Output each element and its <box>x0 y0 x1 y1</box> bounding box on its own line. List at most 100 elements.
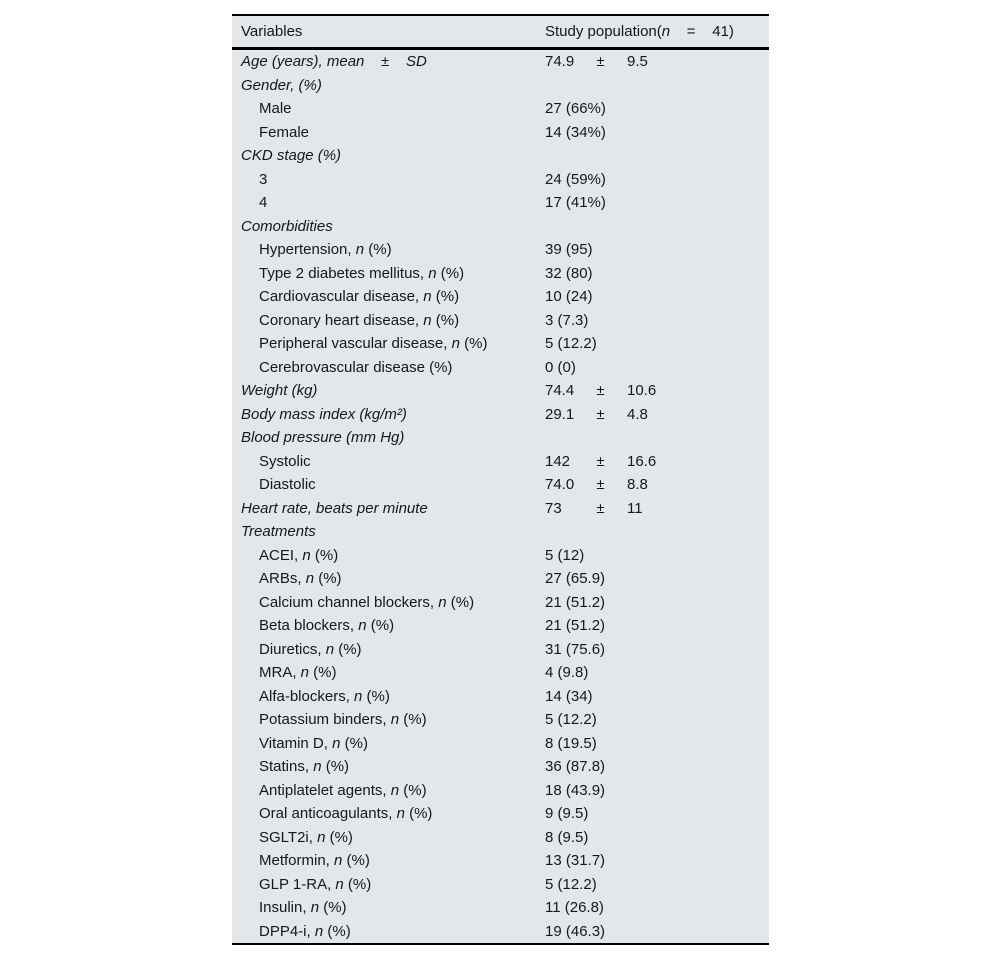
header-study-population: Study population(n = 41) <box>545 16 734 47</box>
row-label: Heart rate, beats per minute <box>241 499 428 517</box>
row-value: 21 (51.2) <box>545 617 606 635</box>
table-row: Oral anticoagulants, n (%) 9 (9.5) <box>232 802 769 826</box>
row-label: Statins, n (%) <box>259 758 350 776</box>
row-value: 5 (12.2) <box>545 875 597 893</box>
header-study-population-prefix: Study population( <box>545 23 662 40</box>
table-row: Female 14 (34%) <box>232 121 769 145</box>
value-mean: 73 <box>545 499 562 517</box>
row-label: Male <box>259 100 292 118</box>
table-row: SGLT2i, n (%) 8 (9.5) <box>232 826 769 850</box>
value-sd: 16.6 <box>627 452 657 470</box>
table-row: Beta blockers, n (%) 21 (51.2) <box>232 614 769 638</box>
row-value: 14 (34%) <box>545 123 606 141</box>
row-label: Cerebrovascular disease (%) <box>259 358 453 376</box>
row-value: 5 (12) <box>545 546 585 564</box>
plus-minus-sign: ± <box>596 382 605 400</box>
value-sd: 9.5 <box>627 53 648 71</box>
table-row: ARBs, n (%) 27 (65.9) <box>232 567 769 591</box>
value-sd: 11 <box>627 499 643 517</box>
plus-minus-sign: ± <box>596 499 605 517</box>
table-row: Age (years), mean ± SD 74.9 ±9.5 <box>232 50 769 74</box>
table-row: Body mass index (kg/m²) 29.1 ±4.8 <box>232 403 769 427</box>
plus-minus-sign: ± <box>596 476 605 494</box>
value-mean: 74.9 <box>545 53 575 71</box>
row-value: 0 (0) <box>545 358 576 376</box>
row-label: DPP4-i, n (%) <box>259 922 351 940</box>
row-label: Type 2 diabetes mellitus, n (%) <box>259 264 465 282</box>
row-label: Blood pressure (mm Hg) <box>241 429 405 447</box>
study-population-table: Variables Study population(n = 41) Age (… <box>232 14 769 945</box>
row-value: 4 (9.8) <box>545 664 589 682</box>
row-value: 74.0 ±8.8 <box>545 473 648 497</box>
row-label: Diastolic <box>259 476 316 494</box>
row-label: ARBs, n (%) <box>259 570 342 588</box>
value-sd: 8.8 <box>627 476 648 494</box>
row-value: 73 ±11 <box>545 497 643 521</box>
value-mean: 74.4 <box>545 382 575 400</box>
table-row: Cerebrovascular disease (%) 0 (0) <box>232 356 769 380</box>
row-label: Female <box>259 123 310 141</box>
table-row: Blood pressure (mm Hg) <box>232 426 769 450</box>
table-row: Heart rate, beats per minute 73 ±11 <box>232 497 769 521</box>
table-row: GLP 1-RA, n (%) 5 (12.2) <box>232 873 769 897</box>
value-mean: 142 <box>545 452 571 470</box>
row-value: 21 (51.2) <box>545 593 606 611</box>
table-row: ACEI, n (%) 5 (12) <box>232 544 769 568</box>
table-header-row: Variables Study population(n = 41) <box>232 16 769 50</box>
row-value: 9 (9.5) <box>545 805 589 823</box>
header-n-italic: n <box>661 23 671 40</box>
table-row: Comorbidities <box>232 215 769 239</box>
row-label: Calcium channel blockers, n (%) <box>259 593 475 611</box>
row-value: 11 (26.8) <box>545 899 604 917</box>
row-label: Insulin, n (%) <box>259 899 347 917</box>
row-label: Vitamin D, n (%) <box>259 734 368 752</box>
table-row: Male 27 (66%) <box>232 97 769 121</box>
table-row: 3 24 (59%) <box>232 168 769 192</box>
value-sd: 10.6 <box>627 382 657 400</box>
row-value: 32 (80) <box>545 264 593 282</box>
row-value: 8 (19.5) <box>545 734 597 752</box>
row-value: 18 (43.9) <box>545 781 606 799</box>
row-value: 17 (41%) <box>545 194 606 212</box>
row-value: 74.9 ±9.5 <box>545 50 648 74</box>
row-label: Antiplatelet agents, n (%) <box>259 781 427 799</box>
row-label: ACEI, n (%) <box>259 546 339 564</box>
table-row: Statins, n (%) 36 (87.8) <box>232 755 769 779</box>
table-row: Coronary heart disease, n (%) 3 (7.3) <box>232 309 769 333</box>
table-body: Age (years), mean ± SD 74.9 ±9.5 Gender, (%… <box>232 50 769 943</box>
header-variables: Variables <box>241 23 303 40</box>
row-label: Weight (kg) <box>241 382 318 400</box>
row-value: 74.4 ±10.6 <box>545 379 656 403</box>
table-row: Vitamin D, n (%) 8 (19.5) <box>232 732 769 756</box>
row-label: Cardiovascular disease, n (%) <box>259 288 460 306</box>
row-label: 4 <box>259 194 268 212</box>
row-value: 27 (66%) <box>545 100 606 118</box>
table-row: Insulin, n (%) 11 (26.8) <box>232 896 769 920</box>
table-row: Weight (kg) 74.4 ±10.6 <box>232 379 769 403</box>
plus-minus-sign: ± <box>596 405 605 423</box>
row-label: Hypertension, n (%) <box>259 241 392 259</box>
row-value: 19 (46.3) <box>545 922 606 940</box>
row-value: 39 (95) <box>545 241 593 259</box>
row-label: Alfa-blockers, n (%) <box>259 687 390 705</box>
row-label: Metformin, n (%) <box>259 852 370 870</box>
row-value: 5 (12.2) <box>545 711 597 729</box>
row-label: Beta blockers, n (%) <box>259 617 395 635</box>
row-label: Treatments <box>241 523 316 541</box>
table-row: 4 17 (41%) <box>232 191 769 215</box>
table-row: MRA, n (%) 4 (9.8) <box>232 661 769 685</box>
header-study-population-suffix: = 41) <box>670 23 734 40</box>
row-label: Body mass index (kg/m²) <box>241 405 407 423</box>
row-value: 29.1 ±4.8 <box>545 403 648 427</box>
table-row: Calcium channel blockers, n (%) 21 (51.2) <box>232 591 769 615</box>
table-row: Diuretics, n (%) 31 (75.6) <box>232 638 769 662</box>
value-mean: 29.1 <box>545 405 575 423</box>
table-row: Diastolic 74.0 ±8.8 <box>232 473 769 497</box>
table-row: Hypertension, n (%) 39 (95) <box>232 238 769 262</box>
row-value: 31 (75.6) <box>545 640 606 658</box>
row-label: Systolic <box>259 452 311 470</box>
table-row: Type 2 diabetes mellitus, n (%) 32 (80) <box>232 262 769 286</box>
plus-minus-sign: ± <box>596 53 605 71</box>
row-value: 5 (12.2) <box>545 335 597 353</box>
